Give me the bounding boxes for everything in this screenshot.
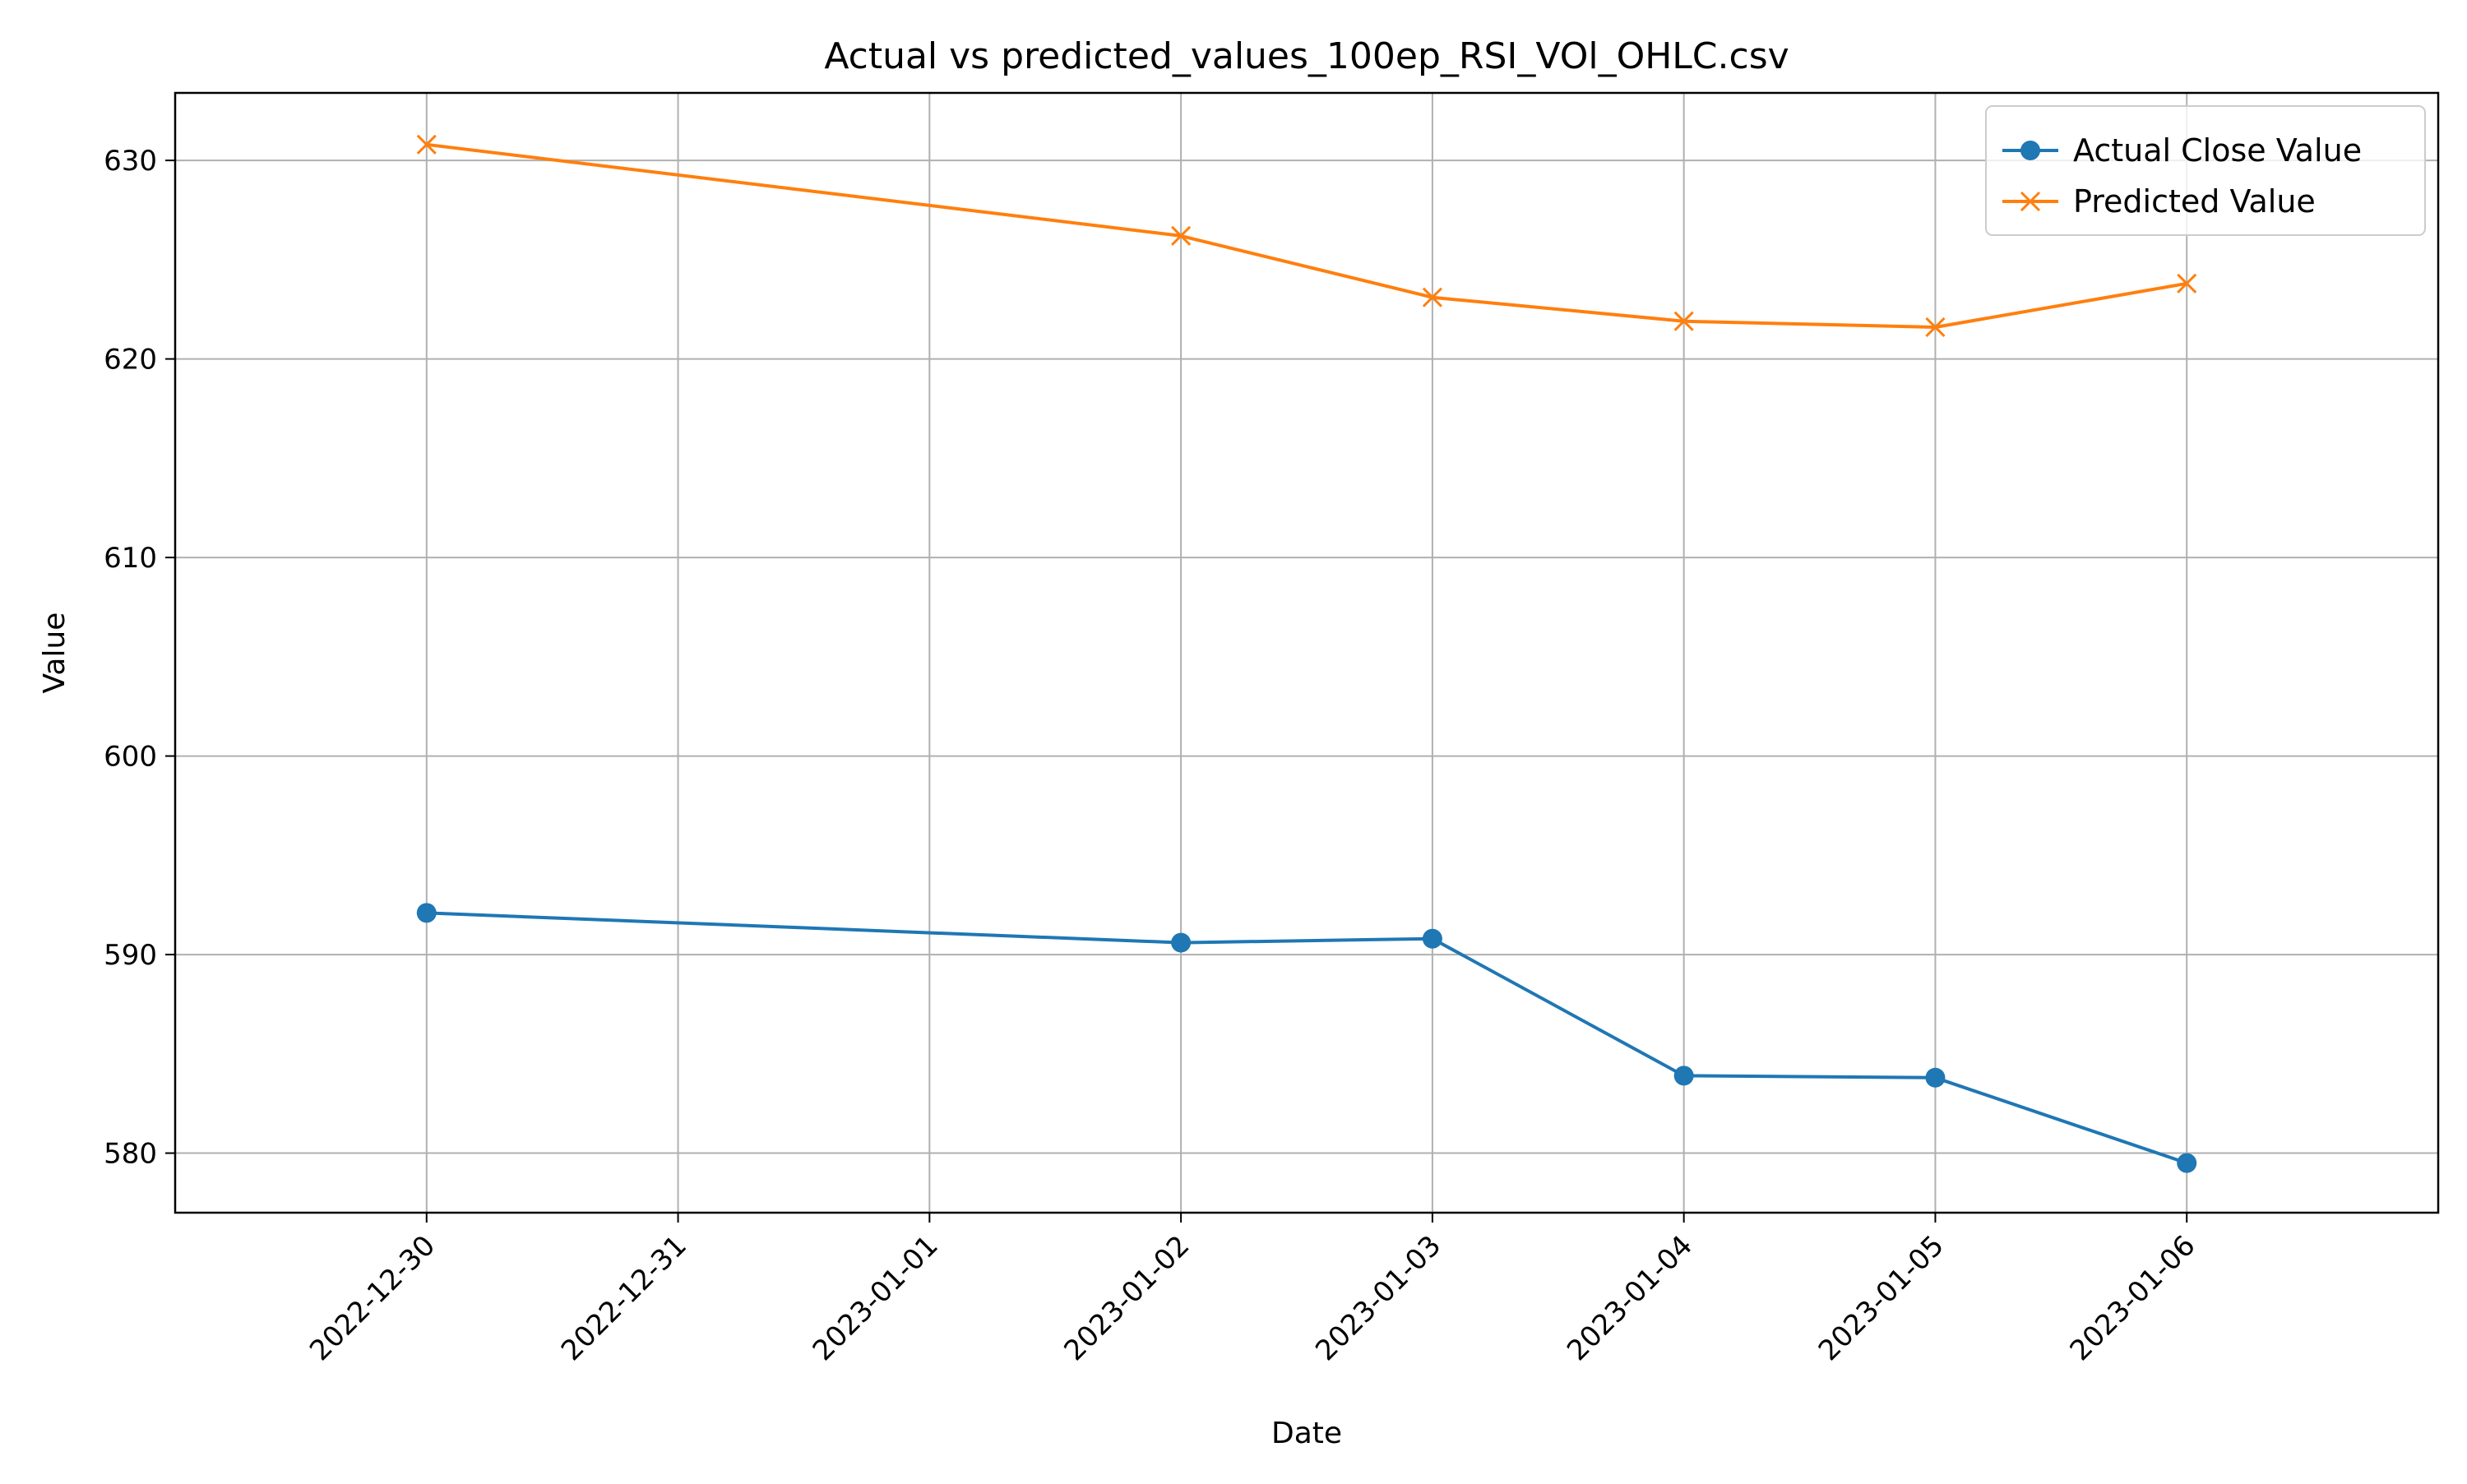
- y-tick-label: 600: [104, 741, 157, 774]
- series-line: [426, 142, 2187, 329]
- data-point: [2177, 1153, 2197, 1173]
- y-tick-label: 610: [104, 542, 157, 575]
- chart-title: Actual vs predicted_values_100ep_RSI_VOl…: [824, 35, 1789, 77]
- y-tick-label: 620: [104, 344, 157, 377]
- data-point: [1422, 928, 1442, 949]
- y-axis-label: Value: [38, 613, 72, 694]
- legend-marker: [2020, 141, 2040, 160]
- y-tick-label: 580: [104, 1138, 157, 1171]
- data-point: [1673, 1066, 1694, 1086]
- y-tick-label: 590: [104, 939, 157, 972]
- series-group: [416, 134, 2197, 1173]
- x-axis-label: Date: [1271, 1417, 1342, 1450]
- legend-label: Predicted Value: [2073, 183, 2316, 220]
- plot-frame: [174, 91, 2440, 1214]
- data-point: [1171, 225, 1192, 246]
- data-point: [416, 134, 437, 155]
- legend-marker: [2020, 191, 2041, 212]
- data-point: [416, 903, 437, 923]
- legend-box: [1985, 105, 2426, 236]
- y-tick-label: 630: [104, 145, 157, 178]
- legend-label: Actual Close Value: [2073, 132, 2362, 169]
- legend: Actual Close Value Predicted Value: [1985, 105, 2426, 236]
- data-point: [1673, 311, 1694, 331]
- data-point: [2177, 273, 2197, 294]
- data-point: [1925, 317, 1946, 338]
- data-point: [1925, 1067, 1946, 1088]
- data-point: [1422, 287, 1442, 307]
- series-line: [426, 911, 2187, 1165]
- grid: [175, 93, 2438, 1213]
- data-point: [1171, 932, 1192, 953]
